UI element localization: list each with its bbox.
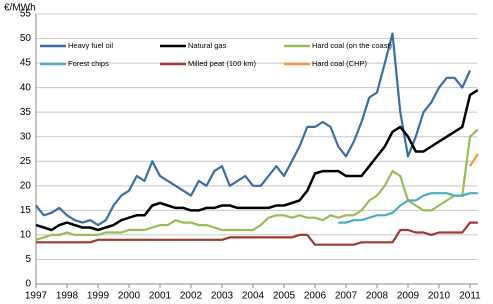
y-axis-label: €/MWh	[4, 3, 36, 14]
x-tick-label: 1998	[56, 291, 79, 302]
x-tick-label: 1999	[87, 291, 110, 302]
y-tick-label: 40	[20, 82, 32, 93]
y-tick-label: 50	[20, 33, 32, 44]
series-line	[35, 32, 472, 227]
x-tick-label: 2007	[335, 291, 358, 302]
x-tick-label: 2004	[242, 291, 265, 302]
y-tick-label: 10	[20, 230, 32, 241]
x-tick-label: 2008	[366, 291, 389, 302]
y-tick-label: 30	[20, 131, 32, 142]
y-tick-label: 5	[25, 254, 31, 265]
y-tick-label: 35	[20, 107, 32, 118]
legend-label: Heavy fuel oil	[68, 41, 113, 50]
x-tick-label: 1997	[25, 291, 48, 302]
y-tick-label: 55	[20, 9, 32, 20]
x-tick-label: 2002	[180, 291, 203, 302]
legend-label: Hard coal (CHP)	[312, 59, 368, 68]
y-tick-label: 20	[20, 180, 32, 191]
series-line	[36, 221, 478, 246]
legend-label: Milled peat (100 km)	[188, 59, 256, 68]
y-tick-label: 15	[20, 205, 32, 216]
legend-label: Natural gas	[188, 41, 227, 50]
y-tick-label: 0	[25, 279, 31, 290]
x-tick-label: 2009	[397, 291, 420, 302]
series-line	[35, 89, 479, 232]
series-line	[469, 153, 479, 167]
x-tick-label: 2006	[304, 291, 327, 302]
x-tick-label: 2000	[118, 291, 141, 302]
series-line	[35, 128, 479, 241]
x-tick-label: 2005	[273, 291, 296, 302]
x-tick-label: 2011	[459, 291, 481, 302]
y-tick-label: 45	[20, 58, 32, 69]
legend-label: Forest chips	[68, 59, 109, 68]
y-tick-label: 25	[20, 156, 32, 167]
series-line	[338, 192, 478, 224]
legend-label: Hard coal (on the coast)	[312, 41, 393, 50]
x-tick-label: 2003	[211, 291, 234, 302]
x-tick-label: 2010	[428, 291, 451, 302]
x-tick-label: 2001	[149, 291, 172, 302]
